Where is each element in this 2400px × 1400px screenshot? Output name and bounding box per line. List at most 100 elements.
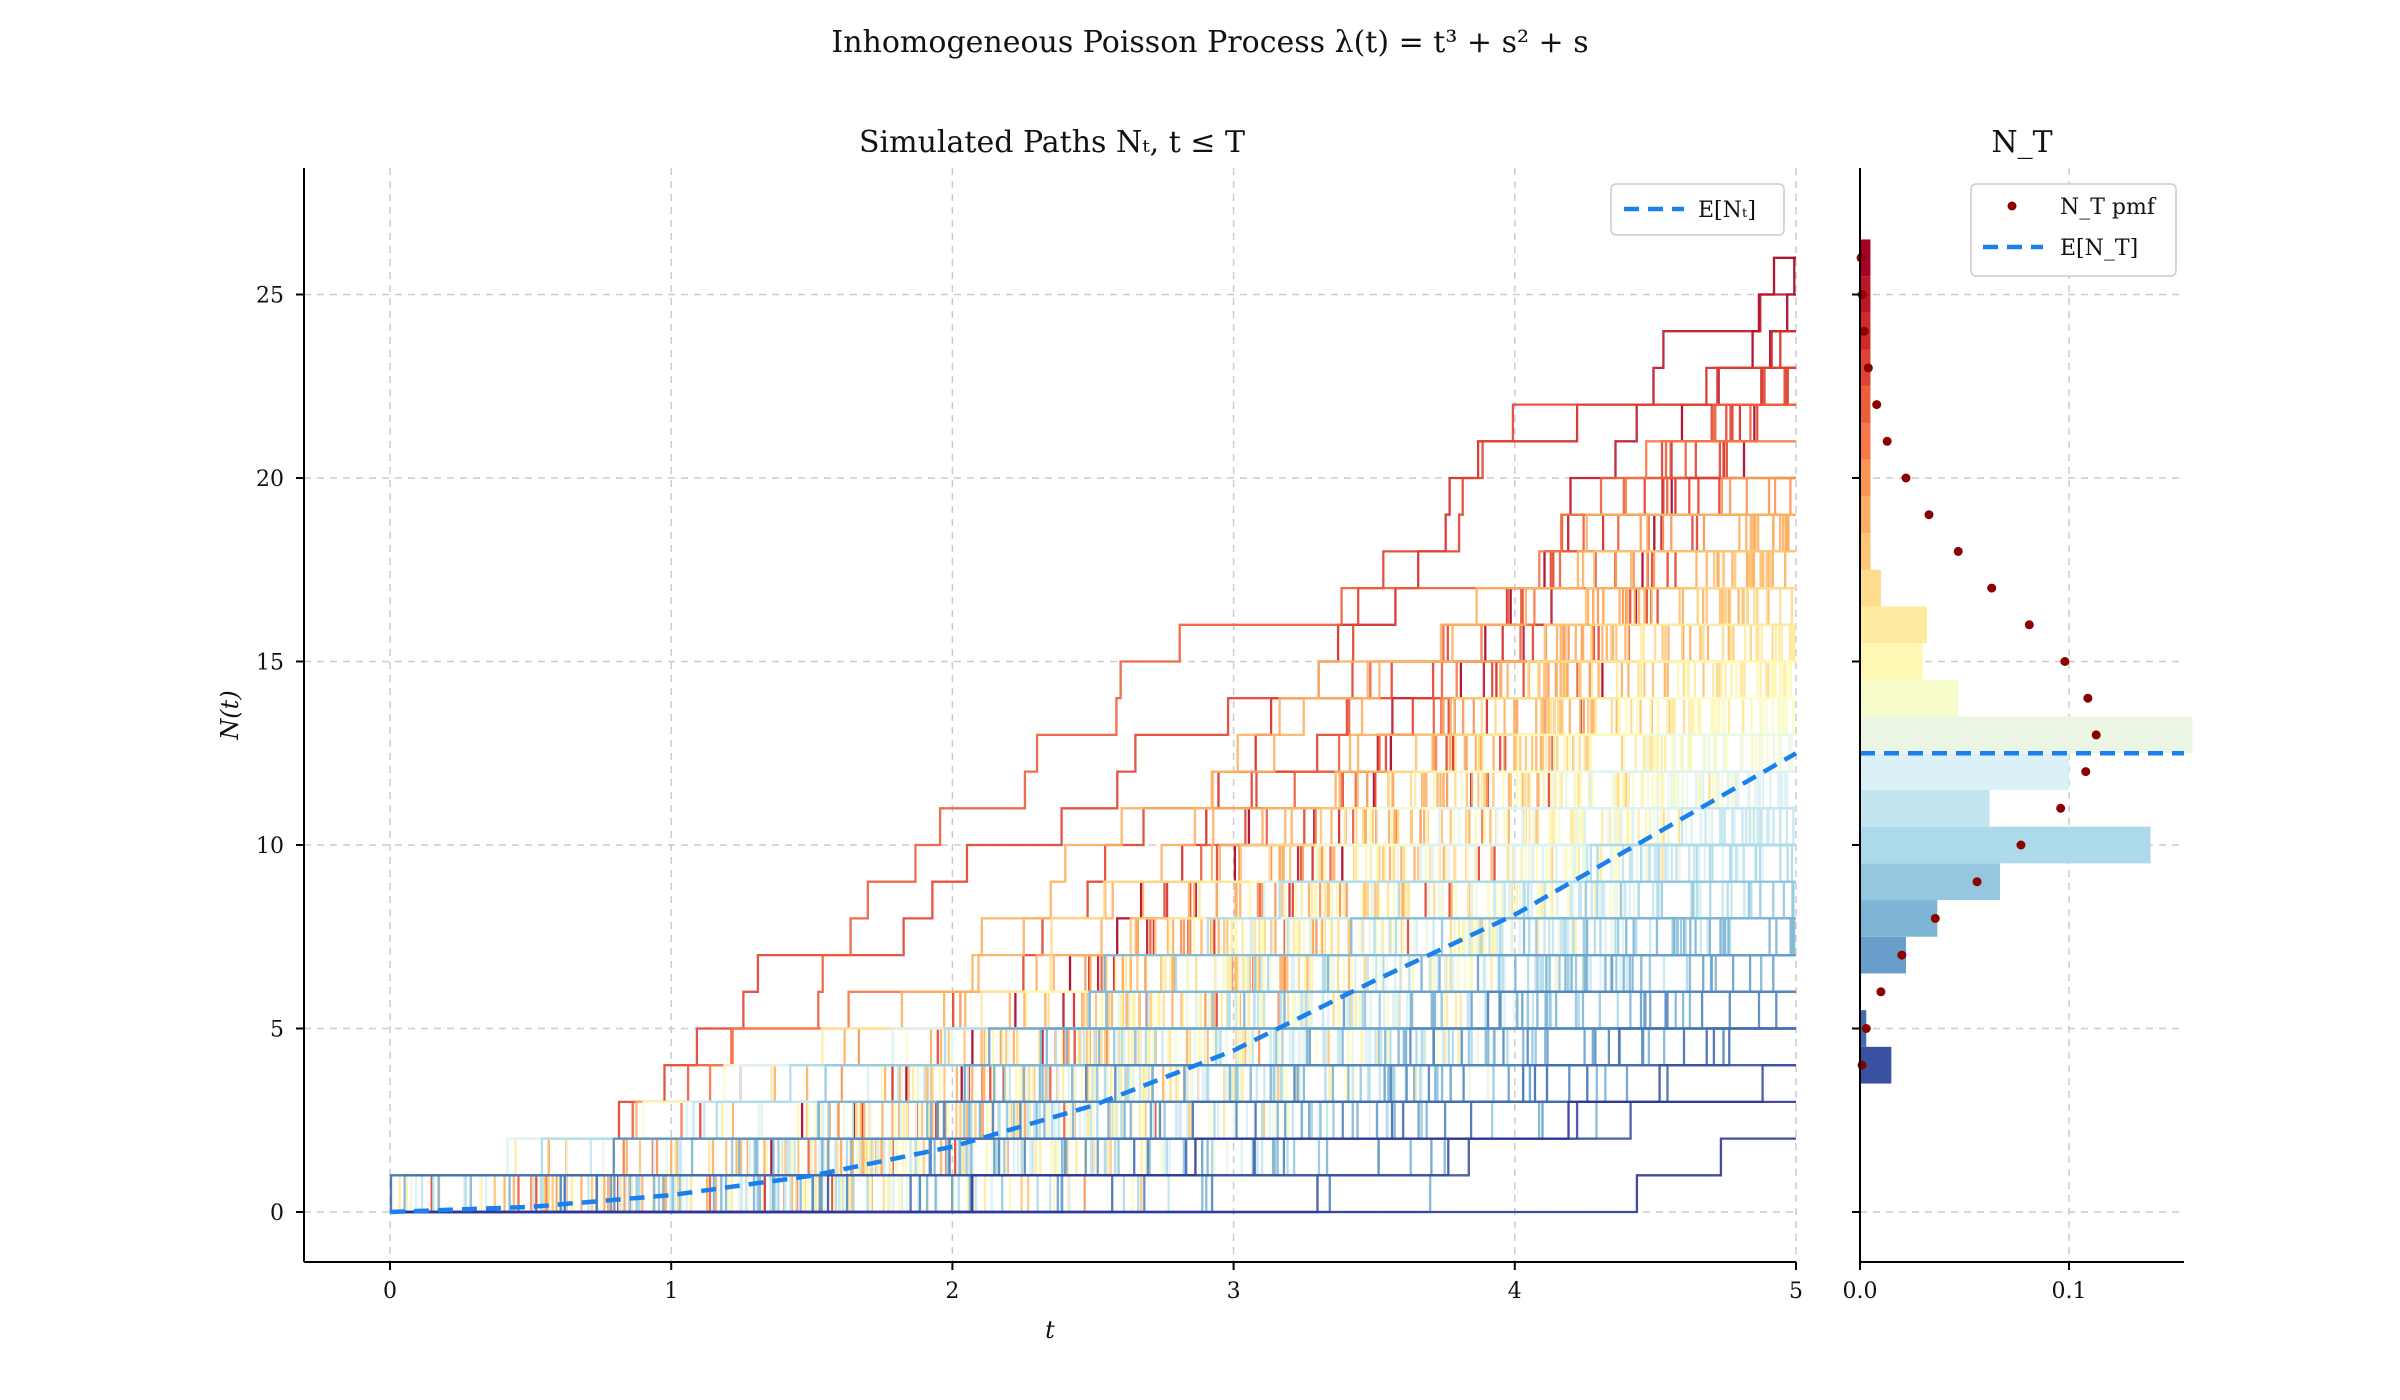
histogram-bar [1860,900,1938,937]
pmf-point [1863,363,1873,373]
paths-y-tick-label: 10 [256,834,284,859]
pmf-point [1882,436,1892,446]
histogram-x-tick-label: 0.1 [2052,1279,2087,1304]
simulated-path [390,880,1796,1214]
simulated-path [390,807,1796,1214]
simulated-path [390,660,1796,1214]
paths-y-tick-label: 5 [270,1018,284,1043]
paths-y-label: N(t) [216,690,244,740]
simulated-path [390,880,1796,1214]
simulated-path [390,366,1796,1214]
figure-suptitle: Inhomogeneous Poisson Process λ(t) = t³ … [831,25,1588,60]
paths-x-ticks: 0 1 2 3 4 5 [383,1262,1803,1304]
histogram-y-ticks [1852,293,1860,1213]
pmf-point [2016,840,2026,850]
simulated-path [390,440,1796,1214]
simulated-path [390,880,1796,1214]
paths-y-ticks: 0 5 10 15 20 25 [256,284,304,1226]
simulated-path [390,1027,1796,1214]
pmf-point [1876,987,1886,997]
histogram-legend-pmf-label: N_T pmf [2060,195,2157,220]
pmf-point [2091,730,2101,740]
histogram-bar [1860,569,1881,607]
simulated-path [390,1027,1796,1214]
histogram-bar [1860,643,1923,680]
histogram-bar [1860,496,1871,534]
paths-x-tick-label: 2 [945,1279,959,1304]
histogram-x-ticks: 0.0 0.1 [1843,1262,2087,1304]
pmf-point [2024,620,2034,630]
paths-axes: Simulated Paths Nₜ, t ≤ T 0 1 2 3 4 5 0 5 10 15 2… [216,125,1803,1344]
simulated-path [390,807,1796,1214]
paths-x-label: t [1045,1316,1055,1344]
simulated-path [390,807,1796,1214]
simulated-path [390,1100,1796,1214]
paths-title: Simulated Paths Nₜ, t ≤ T [859,125,1245,160]
pmf-point [1857,1060,1867,1070]
simulated-path [390,1027,1796,1214]
pmf-point [1859,326,1869,336]
pmf-point [1953,546,1963,556]
simulated-path [390,366,1796,1214]
paths-y-tick-label: 25 [256,284,284,309]
pmf-point [1856,253,1866,263]
simulated-path [390,586,1796,1214]
pmf-point [1987,583,1997,593]
simulated-path [390,660,1796,1214]
paths-legend-frame [1610,183,1785,236]
pmf-point [1924,510,1934,520]
simulated-path [390,807,1796,1214]
simulated-path [390,807,1796,1214]
simulated-path [390,880,1796,1214]
pmf-point [1872,400,1882,410]
terminal-distribution-axes: N_T 0.0 0.1 N_T pmf E[N_T] [1843,125,2193,1304]
simulated-path [390,403,1796,1214]
paths-x-tick-label: 5 [1789,1279,1803,1304]
pmf-points [1856,253,2101,1070]
histogram-legend-frame [1970,183,2177,277]
pmf-point [2083,693,2093,703]
paths-legend: E[Nₜ] [1610,183,1785,236]
simulated-path [390,880,1796,1214]
simulated-path [390,807,1796,1214]
simulated-path [390,586,1796,1214]
paths-x-tick-label: 0 [383,1279,397,1304]
pmf-point [1901,473,1911,483]
simulated-path [389,1027,1796,1214]
paths-x-tick-label: 1 [664,1279,678,1304]
simulated-path [390,1137,1796,1214]
pmf-point [1930,913,1940,923]
paths-y-tick-label: 15 [256,651,284,676]
paths-y-tick-label: 0 [270,1201,284,1226]
pmf-point [1897,950,1907,960]
pmf-point [1972,877,1982,887]
histogram-bar [1860,789,1990,827]
expected-count-curve [389,751,1798,1215]
simulated-path [390,623,1796,1214]
histogram-bar [1860,826,2151,864]
simulated-path [390,660,1796,1214]
paths-y-tick-label: 20 [256,467,284,492]
simulated-paths [389,256,1796,1214]
simulated-path [390,660,1796,1214]
histogram-legend-mean-label: E[N_T] [2060,236,2138,261]
paths-legend-mean-label: E[Nₜ] [1698,198,1756,223]
simulated-path [390,807,1796,1214]
pmf-point [2060,657,2070,666]
histogram-bar [1860,679,1959,717]
histogram-bar [1860,716,2193,754]
pmf-point [2081,767,2091,777]
simulated-path [390,1027,1796,1214]
histogram-bar [1860,422,1871,460]
histogram-x-tick-label: 0.0 [1843,1279,1878,1304]
histogram-legend: N_T pmf E[N_T] [1970,183,2177,277]
histogram-bar [1860,386,1871,423]
histogram-bar [1860,606,1927,644]
paths-x-tick-label: 4 [1508,1279,1522,1304]
pmf-point [1861,1024,1871,1033]
histogram-bars [1860,239,2193,1084]
histogram-title: N_T [1991,125,2052,160]
pmf-point [2056,803,2066,813]
histogram-bar [1860,753,2070,790]
